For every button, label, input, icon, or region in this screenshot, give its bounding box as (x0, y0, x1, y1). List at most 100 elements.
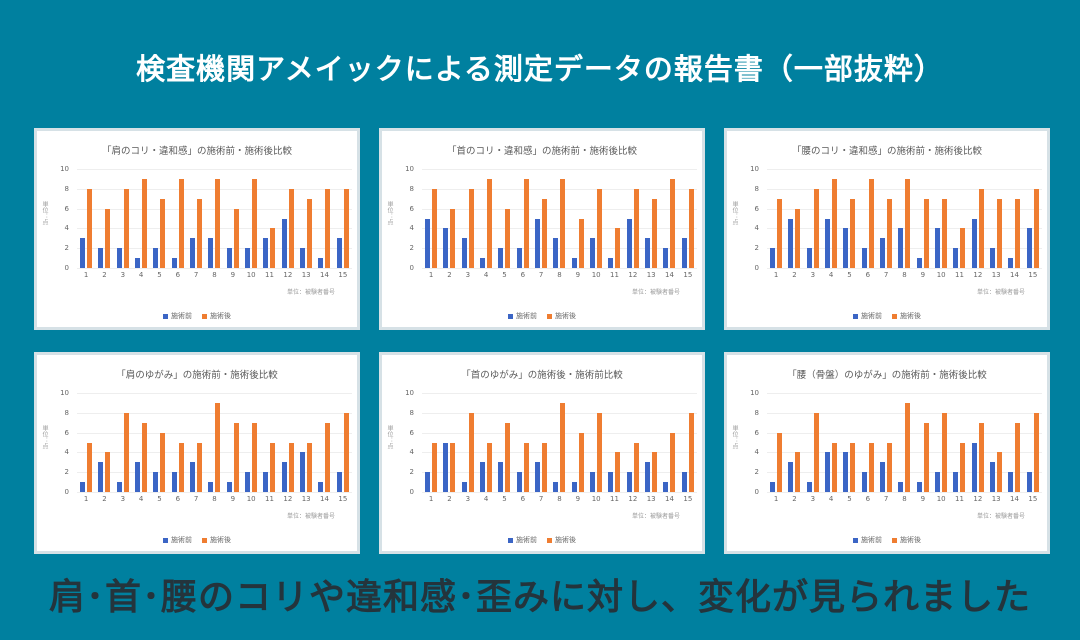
legend-label: 施術後 (900, 312, 921, 320)
bar-after (307, 442, 313, 492)
bar-group (459, 393, 477, 492)
gridline (422, 393, 697, 394)
bar-after (215, 178, 221, 268)
bar-before (1008, 258, 1014, 268)
bar-after (670, 178, 676, 268)
x-tick: 5 (502, 495, 507, 503)
bar-after (233, 422, 239, 492)
bar-before (861, 248, 867, 268)
y-tick: 4 (754, 224, 759, 233)
x-tick: 11 (955, 495, 964, 503)
x-tick: 10 (246, 271, 256, 279)
bar-group (914, 169, 932, 268)
gridline (77, 492, 352, 493)
legend-item-after: 施術後 (892, 311, 921, 321)
bar-group (169, 393, 187, 492)
y-tick: 6 (64, 428, 69, 437)
bar-group (950, 169, 968, 268)
legend-label: 施術前 (171, 312, 192, 320)
bar-before (971, 218, 977, 268)
bar-before (571, 258, 577, 268)
bar-group (587, 393, 605, 492)
gridline (77, 412, 352, 414)
legend-label: 施術後 (555, 536, 576, 544)
legend-label: 施術後 (210, 312, 231, 320)
x-axis-label: 単位：被験者番号 (286, 513, 335, 520)
bar-group (334, 393, 352, 492)
legend-label: 施術前 (516, 312, 537, 320)
x-tick: 4 (483, 271, 489, 279)
plot-area: 単位：点 0 2 4 6 8 10 1 2 3 4 5 6 7 8 9 10 11 12 13 14 15 (41, 165, 352, 279)
legend-item-before: 施術前 (508, 535, 537, 545)
bar-before (135, 462, 141, 492)
x-tick: 2 (447, 271, 452, 279)
bar-after (270, 442, 276, 492)
y-tick: 0 (409, 488, 414, 496)
gridline (767, 412, 1042, 414)
bar-group (550, 169, 568, 268)
x-tick: 11 (610, 495, 619, 503)
bar-after (832, 442, 838, 492)
x-tick: 10 (246, 495, 256, 503)
bar-group (279, 393, 297, 492)
bar-group (514, 169, 532, 268)
x-tick: 6 (520, 271, 526, 279)
bar-before (770, 482, 776, 492)
x-tick: 15 (338, 495, 348, 503)
bar-before (935, 228, 941, 268)
y-axis-label: 単位：点 (41, 201, 48, 225)
bar-group (114, 169, 132, 268)
bar-before (953, 472, 959, 492)
chart-shoulder-distortion: 「肩のゆがみ」の施術前・施術後比較 単位：点 0 2 4 6 8 10 1 2 3 4 5 6 7 8 9 10 1… (34, 352, 360, 554)
legend-swatch-after (892, 313, 897, 319)
bar-before (516, 248, 522, 268)
bar-before (825, 452, 831, 492)
bar-after (997, 198, 1003, 268)
bar-before (971, 442, 977, 492)
bar-before (843, 452, 849, 492)
bar-group (1005, 393, 1023, 492)
x-tick: 10 (936, 495, 946, 503)
bar-after (868, 442, 874, 492)
bar-after (578, 432, 584, 492)
bar-after (87, 442, 93, 492)
bar-before (336, 238, 342, 268)
y-tick: 10 (750, 165, 759, 173)
x-tick: 13 (991, 495, 1001, 503)
legend-swatch-before (508, 313, 513, 319)
x-tick: 15 (1028, 271, 1038, 279)
bar-group (495, 169, 513, 268)
bar-after (468, 412, 474, 492)
x-tick: 5 (847, 271, 852, 279)
bar-after (1015, 198, 1021, 268)
y-tick: 10 (750, 389, 759, 397)
legend-label: 施術前 (861, 536, 882, 544)
bar-group (804, 393, 822, 492)
x-tick: 12 (973, 271, 983, 279)
x-tick: 9 (575, 271, 581, 279)
y-tick: 8 (754, 408, 759, 417)
chart-title: 「首のコリ・違和感」の施術前・施術後比較 (446, 146, 637, 157)
y-tick: 10 (60, 389, 69, 397)
bar-before (953, 248, 959, 268)
bar-group (822, 169, 840, 268)
x-tick: 6 (865, 495, 871, 503)
y-tick: 0 (754, 488, 759, 496)
bar-before (208, 238, 214, 268)
bar-group (477, 393, 495, 492)
x-tick: 3 (465, 495, 471, 503)
gridline (77, 432, 352, 434)
bar-after (560, 402, 566, 492)
bar-group (205, 169, 223, 268)
bar-after (633, 442, 639, 492)
bar-before (663, 248, 669, 268)
y-axis-label: 単位：点 (386, 425, 393, 449)
bar-before (116, 248, 122, 268)
bar-after (813, 412, 819, 492)
legend-item-after: 施術後 (892, 535, 921, 545)
bar-before (425, 218, 431, 268)
bar-after (505, 208, 511, 268)
x-tick: 6 (175, 271, 181, 279)
bar-group (297, 169, 315, 268)
bar-group (660, 169, 678, 268)
